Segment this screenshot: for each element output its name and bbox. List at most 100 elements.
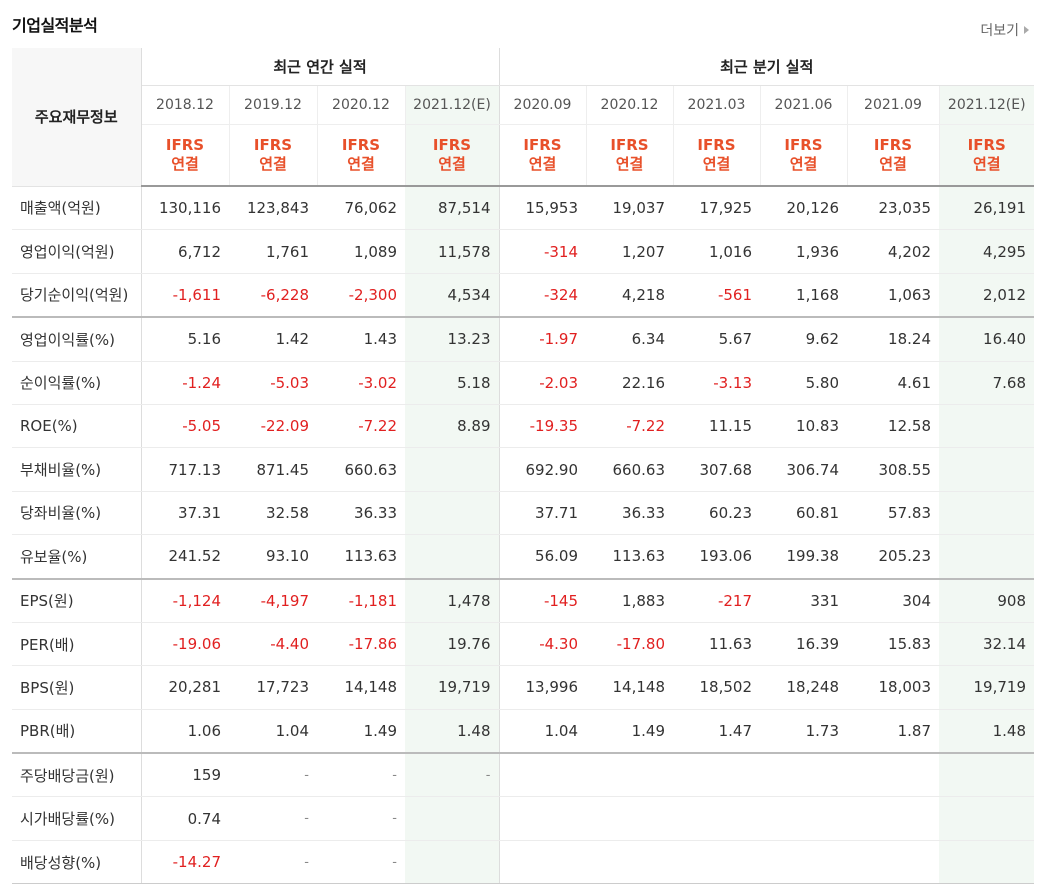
table-cell: 57.83 <box>847 491 939 536</box>
table-cell <box>499 753 586 798</box>
table-cell: 1.73 <box>760 709 847 755</box>
table-row: 당좌비율(%) 37.31 32.58 36.33 37.71 36.33 60.23 60.… <box>12 491 1034 536</box>
table-cell: 16.40 <box>939 317 1034 362</box>
table-cell: 13,996 <box>499 665 586 710</box>
chevron-right-icon <box>1024 26 1029 34</box>
basis-header: IFRS 연결 <box>140 124 229 187</box>
period-header: 2021.03 <box>672 85 760 125</box>
table-cell: -314 <box>499 229 586 274</box>
table-cell: 76,062 <box>317 186 405 231</box>
table-cell: 1.87 <box>847 709 939 755</box>
table-cell <box>939 491 1034 536</box>
table-cell: 1.06 <box>141 709 229 755</box>
period-header: 2021.12(E) <box>938 85 1034 125</box>
row-label: 부채비율(%) <box>12 447 142 492</box>
table-row: 부채비율(%) 717.13 871.45 660.63 692.90 660.63 307… <box>12 447 1034 492</box>
table-cell: -5.03 <box>229 361 317 405</box>
basis-standard: IFRS <box>341 136 381 154</box>
basis-header: IFRS 연결 <box>498 124 586 187</box>
table-cell: - <box>229 840 317 885</box>
table-cell: 1.49 <box>317 709 405 755</box>
table-cell: -19.35 <box>499 404 586 449</box>
basis-standard: IFRS <box>873 136 913 154</box>
row-label: PBR(배) <box>12 709 142 755</box>
table-cell: 26,191 <box>939 186 1034 231</box>
table-cell: 1,207 <box>586 229 673 274</box>
table-cell: -217 <box>673 578 760 623</box>
basis-standard: IFRS <box>610 136 649 154</box>
table-cell: 717.13 <box>141 447 229 492</box>
table-cell <box>939 447 1034 492</box>
table-cell: 20,126 <box>760 186 847 231</box>
table-cell: 1,016 <box>673 229 760 274</box>
table-cell <box>499 840 586 885</box>
table-cell <box>939 534 1034 580</box>
table-cell: 306.74 <box>760 447 847 492</box>
table-cell: 159 <box>141 753 229 798</box>
table-cell: 5.67 <box>673 317 760 362</box>
row-label: 순이익률(%) <box>12 361 142 405</box>
table-cell: 36.33 <box>317 491 405 536</box>
basis-scope: 연결 <box>171 155 199 173</box>
basis-scope: 연결 <box>972 155 1001 173</box>
table-row: 매출액(억원) 130,116 123,843 76,062 87,514 15,953 1… <box>12 186 1034 231</box>
table-cell: 9.62 <box>760 317 847 362</box>
table-cell: 871.45 <box>229 447 317 492</box>
table-cell: 32.14 <box>939 622 1034 667</box>
basis-header: IFRS 연결 <box>585 124 673 187</box>
basis-header: IFRS 연결 <box>759 124 847 187</box>
table-cell: 11,578 <box>405 229 500 274</box>
table-cell: 1.48 <box>939 709 1034 755</box>
table-cell <box>673 753 760 798</box>
basis-scope: 연결 <box>789 155 818 173</box>
table-row: 유보율(%) 241.52 93.10 113.63 56.09 113.63 193.06… <box>12 534 1034 580</box>
table-cell <box>405 447 500 492</box>
table-row: PBR(배) 1.06 1.04 1.49 1.48 1.04 1.49 1.47 1.73 1.… <box>12 709 1034 755</box>
table-cell: 193.06 <box>673 534 760 580</box>
table-cell: 1.49 <box>586 709 673 755</box>
row-label: 유보율(%) <box>12 534 142 580</box>
table-cell: 205.23 <box>847 534 939 580</box>
table-cell: -1.97 <box>499 317 586 362</box>
basis-header: IFRS 연결 <box>846 124 939 187</box>
basis-header: IFRS 연결 <box>316 124 405 187</box>
table-cell: 4.61 <box>847 361 939 405</box>
table-cell <box>847 840 939 885</box>
row-header-label: 주요재무정보 <box>12 48 142 187</box>
table-cell: 4,202 <box>847 229 939 274</box>
table-row: 영업이익률(%) 5.16 1.42 1.43 13.23 -1.97 6.34 5.67 9.… <box>12 317 1034 362</box>
more-link[interactable]: 더보기 <box>980 20 1029 40</box>
table-cell: 37.31 <box>141 491 229 536</box>
table-cell: 14,148 <box>586 665 673 710</box>
table-cell: - <box>317 796 405 841</box>
table-cell: -561 <box>673 273 760 319</box>
table-cell: 56.09 <box>499 534 586 580</box>
table-cell: 113.63 <box>317 534 405 580</box>
row-label: ROE(%) <box>12 404 142 449</box>
table-cell <box>586 840 673 885</box>
basis-standard: IFRS <box>432 136 472 154</box>
table-cell: 1,478 <box>405 578 500 623</box>
table-cell: 19,719 <box>405 665 500 710</box>
section-title: 기업실적분석 <box>12 16 98 35</box>
table-cell <box>847 753 939 798</box>
row-label: 시가배당률(%) <box>12 796 142 841</box>
table-cell: 22.16 <box>586 361 673 405</box>
basis-standard: IFRS <box>165 136 205 154</box>
table-cell: -2,300 <box>317 273 405 319</box>
table-cell: 0.74 <box>141 796 229 841</box>
table-cell <box>405 840 500 885</box>
table-cell: 1,063 <box>847 273 939 319</box>
table-row: 주당배당금(원) 159- - - <box>12 753 1034 798</box>
table-cell: 17,925 <box>673 186 760 231</box>
row-label: 영업이익률(%) <box>12 317 142 362</box>
table-row: EPS(원) -1,124 -4,197 -1,181 1,478 -145 1,883 -2… <box>12 578 1034 623</box>
table-cell: -17.80 <box>586 622 673 667</box>
table-cell: -324 <box>499 273 586 319</box>
table-cell <box>673 796 760 841</box>
table-cell <box>760 753 847 798</box>
table-cell: 11.15 <box>673 404 760 449</box>
table-cell <box>847 796 939 841</box>
table-cell: 18,003 <box>847 665 939 710</box>
financial-table: 주요재무정보 최근 연간 실적 최근 분기 실적 2018.12 2019.12 2… <box>12 48 1034 885</box>
